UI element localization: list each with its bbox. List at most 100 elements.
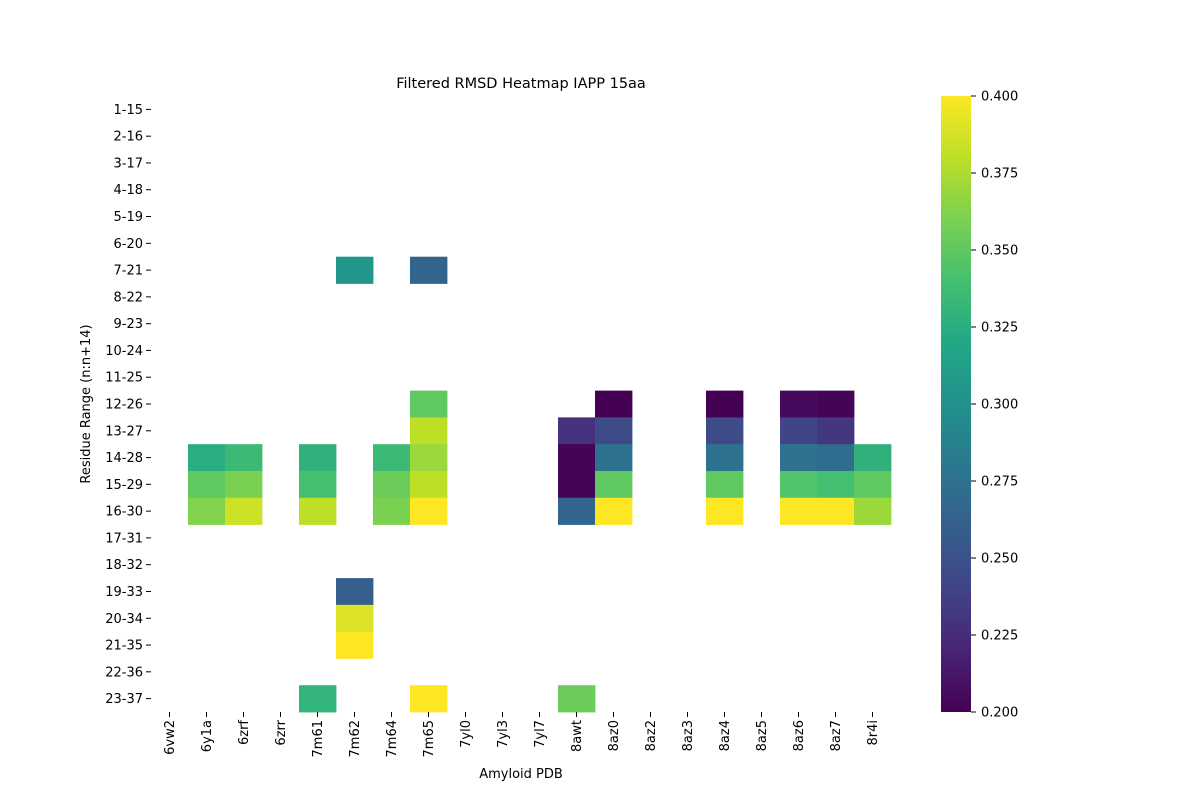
heatmap-cell	[225, 470, 263, 499]
heatmap-cell	[336, 631, 374, 659]
x-tick-label: 7m62	[348, 720, 363, 757]
y-axis-label: Residue Range (n:n+14)	[79, 324, 94, 483]
heatmap-cell	[817, 470, 855, 499]
y-axis-ticks: 1-15 2-16 3-17 4-18 5-19 6-20 7-21 8-22 9-23 10-2…	[105, 103, 151, 707]
heatmap-cells	[188, 256, 892, 713]
heatmap-cell	[299, 470, 337, 499]
colorbar-tick-label: 0.375	[981, 167, 1018, 182]
x-tick-label: 7yl7	[533, 720, 548, 748]
heatmap-cell	[225, 497, 263, 525]
heatmap-cell	[780, 444, 818, 472]
heatmap-cell	[299, 497, 337, 525]
y-tick-label: 5-19	[113, 210, 143, 225]
y-tick-label: 4-18	[113, 183, 143, 198]
colorbar-tick-label: 0.300	[981, 398, 1018, 413]
x-tick-label: 6zrf	[237, 720, 252, 745]
heatmap-cell	[706, 417, 744, 445]
heatmap-cell	[299, 685, 337, 713]
heatmap-cell	[595, 470, 633, 499]
y-tick-label: 14-28	[105, 451, 143, 466]
y-tick-label: 23-37	[105, 692, 143, 707]
heatmap-cell	[410, 417, 448, 445]
colorbar-tick-label: 0.350	[981, 244, 1018, 259]
y-tick-label: 1-15	[113, 103, 143, 118]
x-tick-label: 8az0	[607, 720, 622, 751]
heatmap-cell	[188, 444, 226, 472]
x-tick-label: 6vw2	[163, 720, 178, 755]
y-tick-label: 18-32	[105, 558, 143, 573]
heatmap-cell	[817, 444, 855, 472]
heatmap-cell	[817, 417, 855, 445]
y-tick-label: 17-31	[105, 531, 143, 546]
x-tick-label: 8r4i	[866, 720, 881, 746]
heatmap-cell	[410, 685, 448, 713]
heatmap-cell	[558, 444, 596, 472]
y-tick-label: 2-16	[113, 130, 143, 145]
x-tick-label: 6zrr	[274, 719, 289, 745]
y-tick-label: 3-17	[113, 156, 143, 171]
y-tick-label: 15-29	[105, 478, 143, 493]
x-tick-label: 7m61	[311, 720, 326, 757]
heatmap-cell	[373, 497, 411, 525]
x-tick-label: 7yl3	[496, 720, 511, 748]
x-tick-label: 7yl0	[459, 720, 474, 748]
heatmap-cell	[410, 390, 448, 418]
x-tick-label: 8az6	[792, 720, 807, 751]
y-tick-label: 21-35	[105, 639, 143, 654]
x-tick-label: 8az5	[755, 720, 770, 751]
heatmap-cell	[410, 256, 448, 284]
heatmap-cell	[410, 444, 448, 472]
heatmap-cell	[854, 497, 892, 525]
heatmap-cell	[854, 444, 892, 472]
y-tick-label: 11-25	[105, 371, 143, 386]
y-tick-label: 16-30	[105, 505, 143, 520]
heatmap-cell	[558, 497, 596, 525]
colorbar-tick-label: 0.225	[981, 629, 1018, 644]
heatmap-cell	[336, 578, 374, 606]
colorbar-tick-label: 0.400	[981, 90, 1018, 105]
heatmap-cell	[299, 444, 337, 472]
heatmap-cell	[188, 470, 226, 499]
heatmap-cell	[373, 470, 411, 499]
y-tick-label: 20-34	[105, 612, 143, 627]
heatmap-cell	[225, 444, 263, 472]
y-tick-label: 13-27	[105, 424, 143, 439]
x-tick-label: 8awt	[570, 720, 585, 752]
heatmap-cell	[558, 470, 596, 499]
heatmap-cell	[706, 444, 744, 472]
heatmap-cell	[854, 470, 892, 499]
heatmap-cell	[336, 256, 374, 284]
colorbar-ticks: 0.200 0.225 0.250 0.275 0.300 0.325 0.350 0.375…	[971, 90, 1018, 721]
y-tick-label: 19-33	[105, 585, 143, 600]
heatmap-cell	[558, 417, 596, 445]
heatmap-cell	[706, 497, 744, 525]
heatmap-cell	[780, 497, 818, 525]
heatmap-cell	[336, 604, 374, 633]
y-tick-label: 6-20	[113, 237, 143, 252]
colorbar-tick-label: 0.325	[981, 321, 1018, 336]
colorbar-tick-label: 0.200	[981, 706, 1018, 721]
heatmap-cell	[558, 685, 596, 713]
heatmap-cell	[595, 417, 633, 445]
x-tick-label: 7m65	[422, 720, 437, 757]
chart-title: Filtered RMSD Heatmap IAPP 15aa	[396, 76, 646, 92]
x-tick-label: 8az7	[829, 720, 844, 751]
y-tick-label: 22-36	[105, 665, 143, 680]
heatmap-cell	[188, 497, 226, 525]
x-tick-label: 8az3	[681, 720, 696, 751]
heatmap-cell	[595, 444, 633, 472]
colorbar-tick-label: 0.275	[981, 475, 1018, 490]
heatmap-cell	[595, 390, 633, 418]
y-tick-label: 9-23	[113, 317, 143, 332]
heatmap-cell	[780, 390, 818, 418]
heatmap-cell	[780, 470, 818, 499]
heatmap-cell	[780, 417, 818, 445]
heatmap-cell	[373, 444, 411, 472]
heatmap-cell	[595, 497, 633, 525]
heatmap-cell	[706, 470, 744, 499]
x-tick-label: 7m64	[385, 720, 400, 757]
colorbar-tick-label: 0.250	[981, 552, 1018, 567]
colorbar	[941, 96, 971, 712]
y-tick-label: 8-22	[113, 290, 143, 305]
